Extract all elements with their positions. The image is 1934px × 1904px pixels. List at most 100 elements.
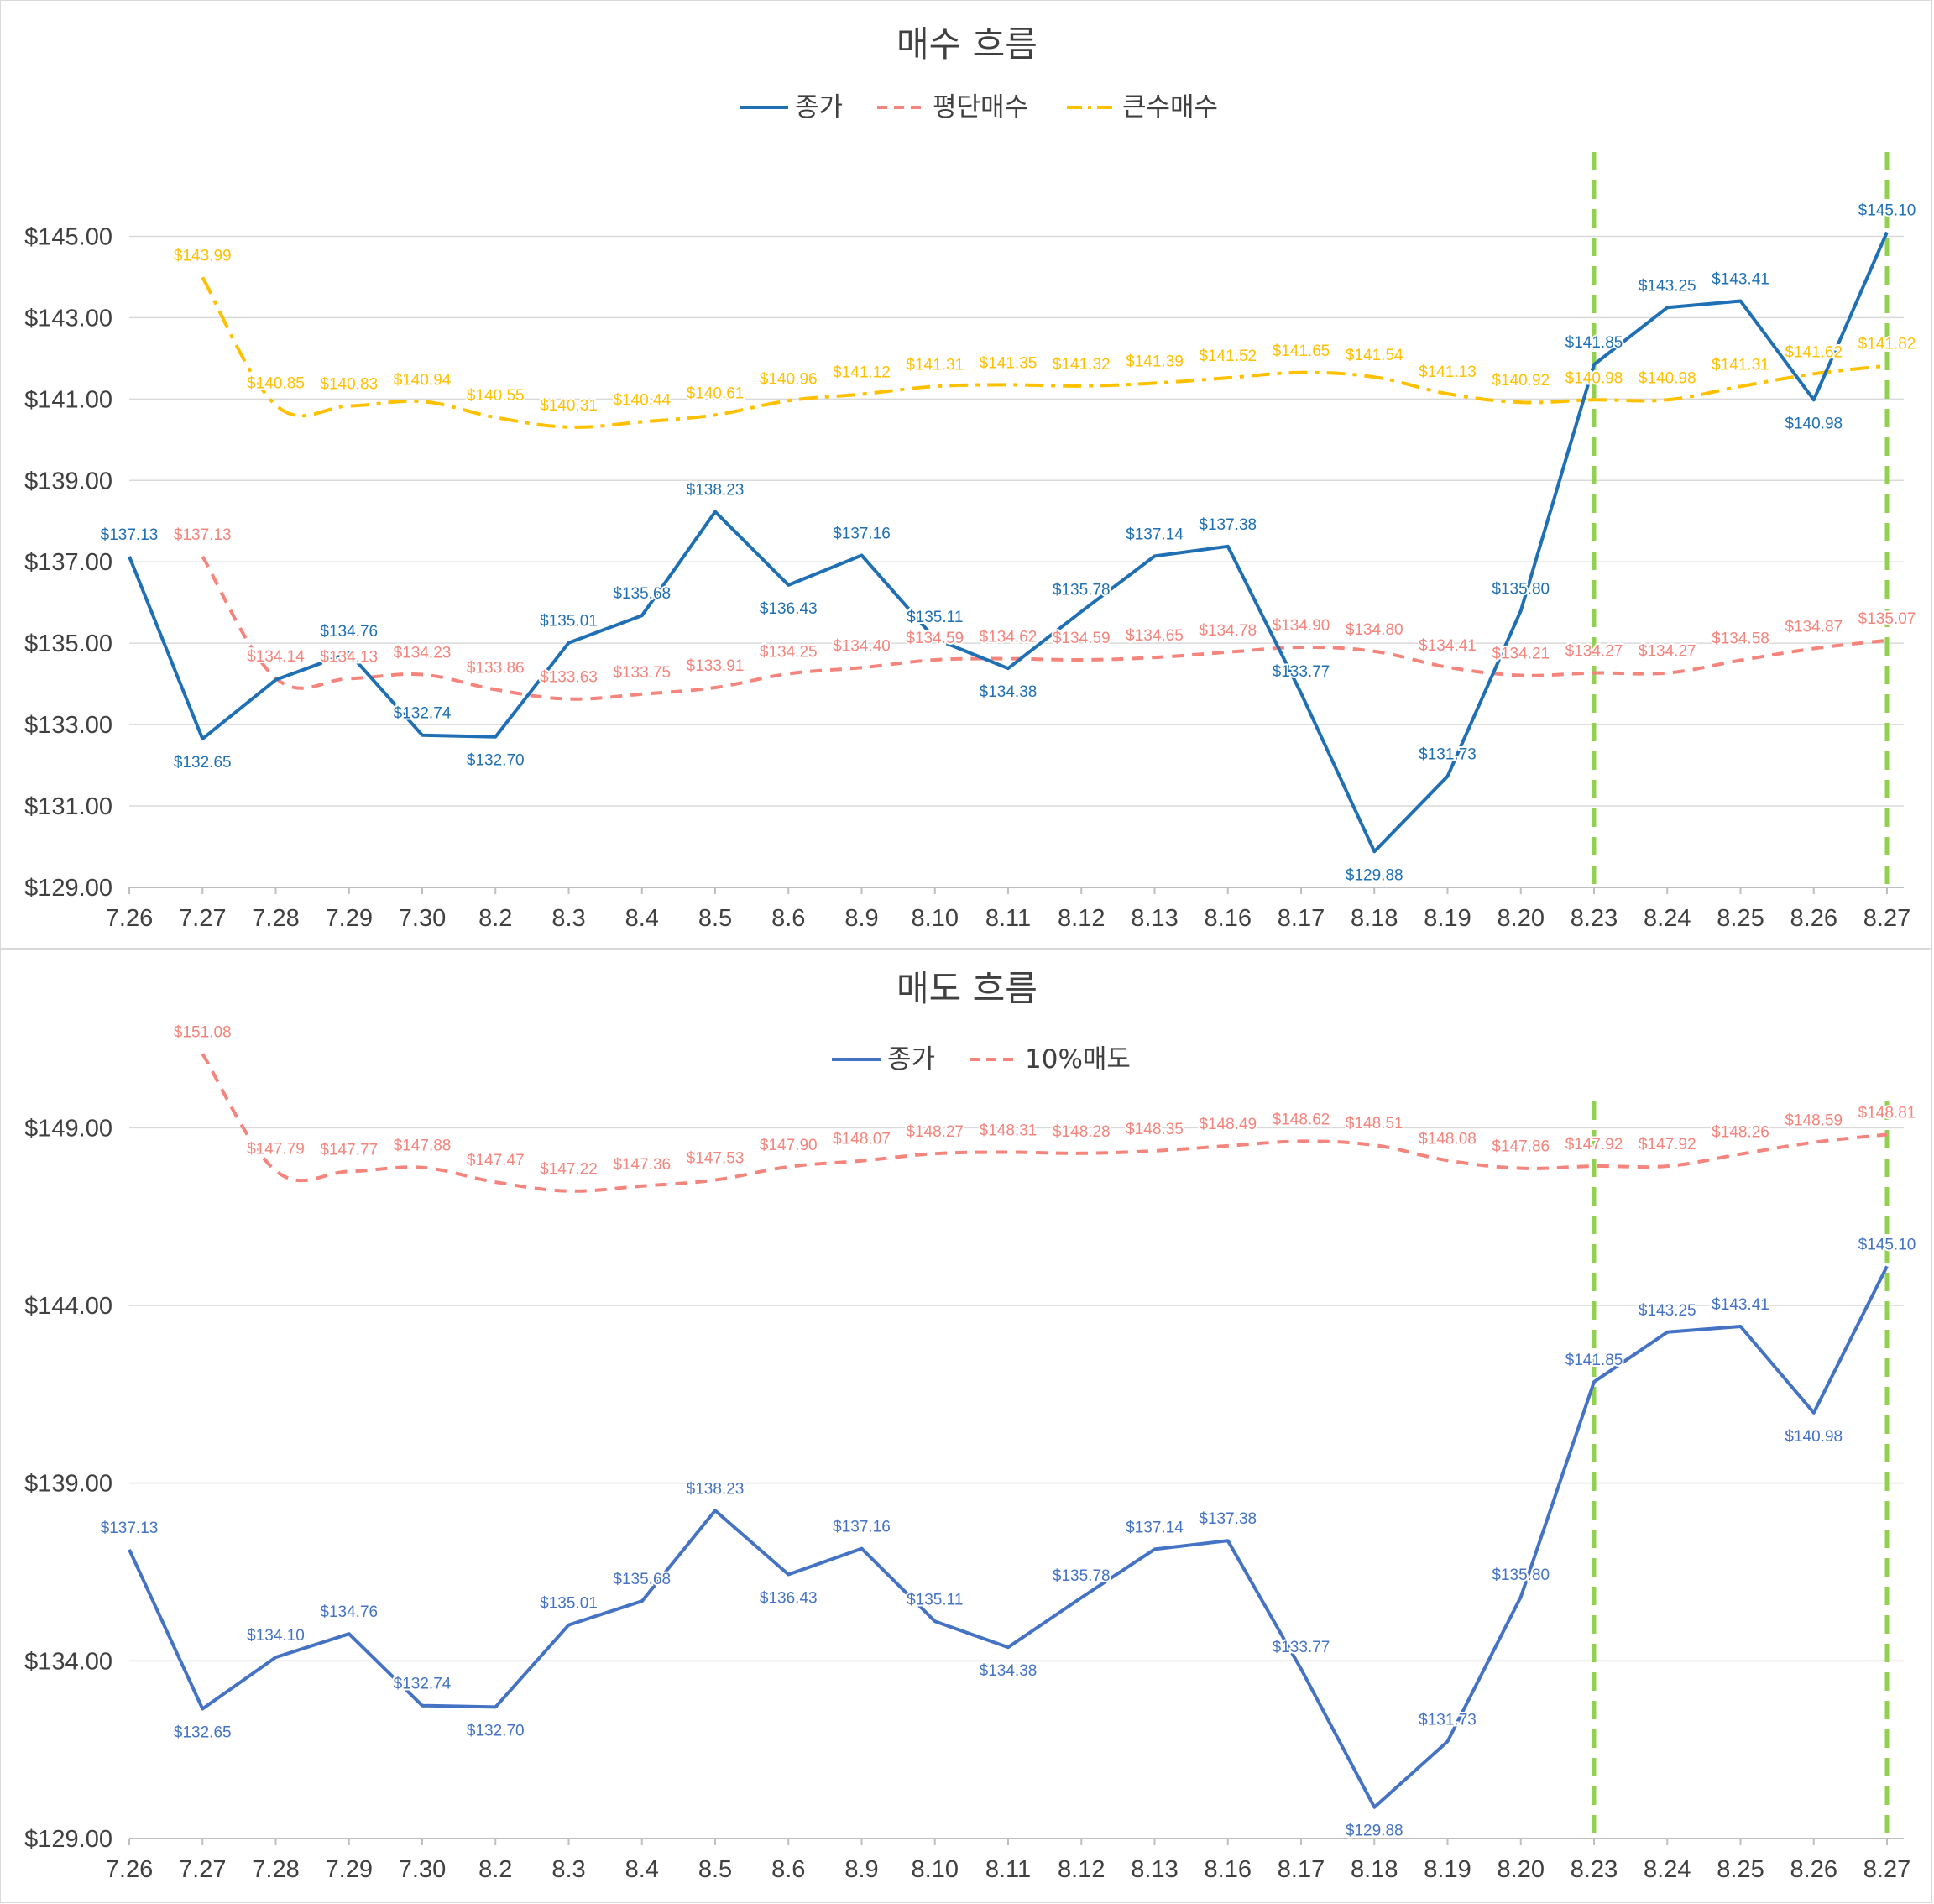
sell-flow-chart-panel: 매도 흐름 종가 10%매도 $129.00 $134.00 $139.00 $144.…	[0, 949, 1932, 1903]
data-label: $135.68	[613, 1571, 671, 1588]
data-label: $147.90	[760, 1137, 818, 1154]
data-label: $134.38	[980, 1662, 1038, 1680]
y-tick-label: $145.00	[24, 223, 112, 250]
data-label: $134.90	[1273, 617, 1330, 635]
data-label: $143.41	[1712, 271, 1769, 289]
data-label: $134.76	[320, 1603, 378, 1621]
data-label: $134.59	[906, 630, 964, 647]
x-tick-label: 8.17	[1278, 1856, 1325, 1883]
y-tick-label: $141.00	[24, 386, 112, 413]
data-label: $134.27	[1639, 643, 1696, 661]
data-label: $133.63	[540, 669, 598, 687]
data-label: $140.83	[320, 376, 378, 394]
y-tick-label: $134.00	[24, 1648, 112, 1675]
data-label: $135.68	[613, 585, 671, 603]
data-label: $134.41	[1419, 637, 1477, 655]
data-label: $137.38	[1199, 516, 1257, 534]
data-label: $134.80	[1346, 621, 1403, 639]
data-label: $141.39	[1126, 353, 1184, 370]
data-label: $147.77	[320, 1141, 378, 1159]
x-tick-label: 8.25	[1717, 1856, 1764, 1883]
data-label: $148.62	[1273, 1111, 1330, 1128]
data-label: $138.23	[687, 1480, 745, 1498]
y-tick-label: $144.00	[24, 1293, 112, 1320]
data-label: $143.25	[1639, 277, 1696, 295]
data-label: $132.74	[394, 705, 452, 723]
data-label: $133.86	[467, 659, 525, 677]
x-tick-label: 8.19	[1424, 1856, 1471, 1883]
buy-flow-chart: 매수 흐름 종가 평단매수 큰수매수 $129.00$131.00$133.00$1…	[24, 24, 1917, 932]
legend-label: 큰수매수	[1122, 92, 1218, 123]
x-tick-label: 8.16	[1205, 1856, 1252, 1883]
data-label: $129.88	[1346, 866, 1403, 884]
data-label: $140.94	[394, 371, 452, 389]
y-tick-label: $129.00	[24, 1826, 112, 1853]
plot-area: $129.00 $134.00 $139.00 $144.00 $149.00 7.26 7…	[24, 1022, 1917, 1883]
x-tick-label: 8.3	[551, 905, 585, 932]
data-label: $135.78	[1053, 581, 1111, 599]
x-tick-label: 8.20	[1498, 1856, 1545, 1883]
data-label: $136.43	[760, 600, 818, 618]
x-tick-label: 8.27	[1863, 905, 1910, 932]
series-line-2	[201, 276, 1888, 429]
data-label: $140.96	[760, 370, 818, 388]
x-tick-label: 7.27	[179, 905, 226, 932]
x-tick-label: 8.10	[912, 905, 959, 932]
data-label: $147.47	[467, 1152, 525, 1169]
data-label: $141.13	[1419, 364, 1477, 381]
x-tick-label: 7.29	[326, 905, 373, 932]
data-label: $134.38	[980, 683, 1038, 701]
data-label: $134.27	[1565, 643, 1623, 661]
x-tick-label: 8.18	[1351, 1856, 1398, 1883]
data-label: $134.40	[833, 637, 891, 655]
data-label: $145.10	[1858, 1236, 1916, 1253]
legend-label: 10%매도	[1025, 1044, 1131, 1075]
x-tick-label: 8.26	[1790, 905, 1837, 932]
y-tick-label: $143.00	[24, 305, 112, 332]
y-tick-label: $131.00	[24, 793, 112, 820]
data-label: $137.13	[174, 526, 232, 544]
data-label: $148.28	[1053, 1123, 1111, 1141]
data-label: $148.35	[1126, 1121, 1184, 1138]
chart-title: 매수 흐름	[896, 24, 1038, 65]
data-label: $134.87	[1785, 618, 1843, 636]
data-label: $133.77	[1273, 663, 1330, 681]
x-tick-label: 8.2	[478, 1856, 512, 1883]
x-tick-label: 8.5	[698, 905, 732, 932]
data-label: $140.98	[1639, 369, 1696, 387]
x-tick-label: 7.30	[399, 905, 446, 932]
x-tick-label: 8.5	[698, 1856, 732, 1883]
legend-label: 평단매수	[933, 92, 1028, 123]
series-line-1	[201, 1053, 1888, 1193]
x-tick-label: 8.24	[1644, 1856, 1691, 1883]
sell-flow-chart: 매도 흐름 종가 10%매도 $129.00 $134.00 $139.00 $144.…	[24, 968, 1917, 1883]
data-label: $134.65	[1126, 627, 1184, 645]
data-label: $137.16	[833, 1519, 891, 1536]
x-tick-label: 8.12	[1058, 905, 1105, 932]
data-label: $143.99	[174, 247, 232, 264]
data-label: $148.31	[980, 1122, 1038, 1140]
data-label: $148.81	[1858, 1104, 1916, 1122]
data-label: $140.98	[1785, 415, 1843, 432]
x-tick-label: 8.17	[1278, 905, 1325, 932]
x-tick-label: 8.20	[1498, 905, 1545, 932]
data-label: $133.91	[687, 657, 745, 675]
x-tick-label: 8.26	[1790, 1856, 1837, 1883]
x-tick-label: 8.27	[1863, 1856, 1910, 1883]
data-label: $141.32	[1053, 356, 1111, 374]
data-label: $148.08	[1419, 1130, 1477, 1148]
x-tick-label: 8.19	[1424, 905, 1471, 932]
data-label: $141.82	[1858, 336, 1916, 353]
x-tick-label: 8.23	[1571, 1856, 1618, 1883]
y-tick-label: $139.00	[24, 1471, 112, 1498]
data-label: $134.62	[980, 629, 1038, 646]
data-label: $141.54	[1346, 347, 1403, 364]
data-label: $133.75	[613, 664, 671, 682]
x-tick-label: 7.28	[252, 1856, 299, 1883]
x-tick-label: 8.13	[1131, 1856, 1178, 1883]
data-label: $131.73	[1419, 1711, 1477, 1729]
data-label: $148.49	[1199, 1116, 1257, 1133]
x-tick-label: 8.3	[551, 1856, 585, 1883]
data-label: $141.85	[1565, 1352, 1623, 1369]
data-label: $141.31	[906, 356, 964, 374]
